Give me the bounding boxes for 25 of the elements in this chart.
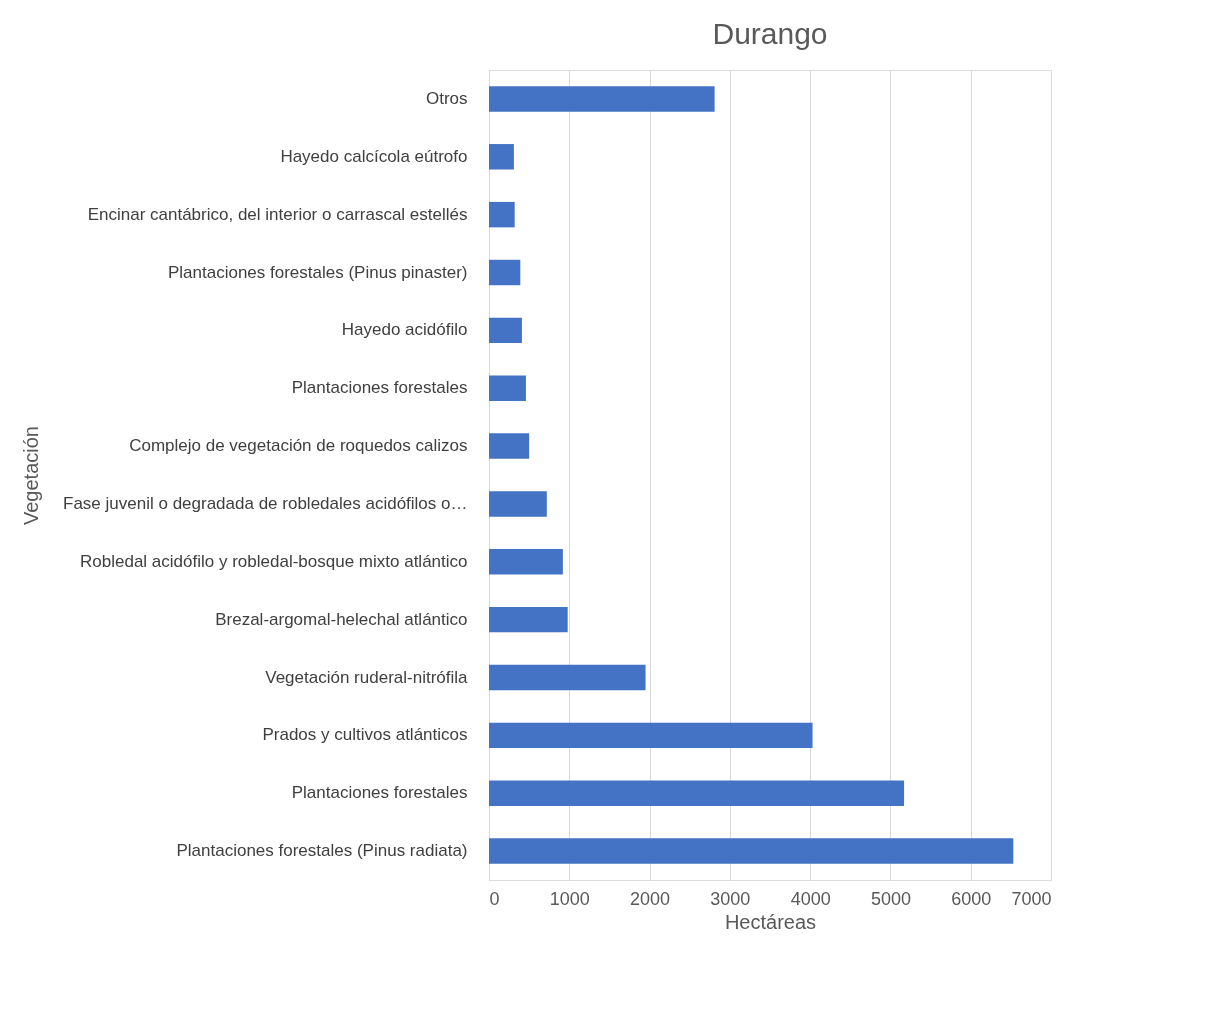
y-tick-label: Hayedo calcícola eútrofo (280, 146, 468, 166)
y-tick-label: Vegetación ruderal-nitrófila (265, 667, 469, 687)
x-tick-label: 3000 (710, 888, 751, 909)
x-tick-label: 2000 (630, 888, 671, 909)
y-tick-label: Plantaciones forestales (291, 783, 468, 803)
x-tick-label: 6000 (951, 888, 992, 909)
x-tick-label: 1000 (549, 888, 590, 909)
x-tick-label: 0 (489, 888, 500, 909)
y-tick-label: Prados y cultivos atlánticos (262, 725, 468, 745)
y-tick-label: Plantaciones forestales (291, 378, 468, 398)
x-axis-title: Hectáreas (724, 910, 817, 933)
y-tick-label: Hayedo acidófilo (341, 320, 468, 340)
x-tick-label: 5000 (870, 888, 911, 909)
y-tick-label: Encinar cantábrico, del interior o carrascal estellés (87, 204, 468, 224)
y-tick-label: Robledal acidófilo y robledal-bosque mixto atlántico (80, 551, 468, 571)
y-tick-label: Fase juvenil o degradada de robledales acidófilos o… (63, 493, 468, 513)
chart-title: Durango (712, 17, 828, 50)
y-tick-label: Complejo de vegetación de roquedos calizos (129, 436, 468, 456)
y-tick-label: Plantaciones forestales (Pinus radiata) (176, 841, 468, 861)
y-tick-label: Brezal-argomal-helechal atlántico (215, 609, 468, 629)
x-tick-label: 7000 (1011, 888, 1052, 909)
y-tick-label: Otros (425, 88, 468, 108)
y-axis-title: Vegetación (19, 426, 42, 525)
x-tick-label: 4000 (790, 888, 831, 909)
y-tick-label: Plantaciones forestales (Pinus pinaster) (167, 262, 468, 282)
